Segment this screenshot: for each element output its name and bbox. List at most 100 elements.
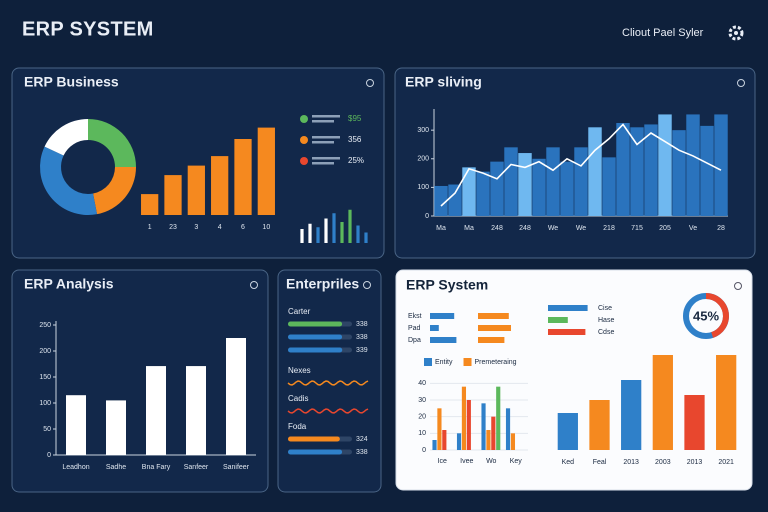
progress-bar bbox=[288, 436, 340, 442]
bar bbox=[505, 408, 511, 450]
hbar bbox=[478, 313, 509, 319]
panels: ERP Business 1 23 3 4 6 10 $95 356 25% ERP sliving… bbox=[11, 67, 756, 493]
bar bbox=[621, 380, 642, 450]
legend-placeholder bbox=[312, 120, 334, 123]
x-tick-label: Ve bbox=[689, 225, 697, 232]
x-tick-label: Bna Fary bbox=[142, 464, 171, 471]
bar bbox=[557, 413, 578, 450]
x-tick-label: Sanfeer bbox=[184, 464, 209, 471]
bar bbox=[332, 213, 336, 243]
x-tick-label: Ivee bbox=[460, 458, 473, 465]
x-tick-label: 28 bbox=[717, 225, 725, 232]
group-label: Nexes bbox=[288, 366, 311, 375]
donut-segment bbox=[93, 167, 137, 215]
y-tick-label: 30 bbox=[418, 397, 426, 404]
bar bbox=[187, 165, 205, 215]
panel-menu[interactable] bbox=[363, 281, 371, 289]
bar bbox=[496, 386, 501, 450]
x-tick-label: 2013 bbox=[687, 459, 703, 466]
bar bbox=[141, 194, 159, 215]
progress-bar bbox=[288, 449, 343, 455]
y-tick-label: 0 bbox=[47, 452, 51, 459]
bar bbox=[146, 366, 166, 455]
chart: 0 10 20 30 40 Ice Ivee Wo Key Entity Premeteraing bbox=[418, 358, 528, 465]
hbar bbox=[548, 305, 588, 311]
bar bbox=[630, 127, 644, 216]
x-tick-label: 218 bbox=[603, 225, 615, 232]
legend-placeholder bbox=[312, 162, 334, 165]
progress-bar bbox=[288, 347, 343, 353]
bar bbox=[66, 395, 86, 455]
x-tick-label: 10 bbox=[262, 224, 270, 231]
bar bbox=[491, 416, 496, 450]
chart: Cise Hase Cdse bbox=[548, 305, 614, 336]
panel-menu[interactable] bbox=[366, 79, 374, 87]
legend-value: 25% bbox=[348, 156, 364, 165]
settings-icon[interactable] bbox=[728, 25, 744, 41]
x-tick-label: Key bbox=[510, 458, 523, 465]
row-label: Dpa bbox=[408, 337, 421, 344]
legend-dot bbox=[300, 157, 308, 165]
x-tick-label: We bbox=[548, 225, 558, 232]
row-label: Cise bbox=[598, 305, 612, 312]
progress-value: 338 bbox=[356, 334, 368, 341]
legend-value: $95 bbox=[348, 114, 362, 123]
bar bbox=[324, 218, 328, 243]
legend-placeholder bbox=[312, 157, 340, 160]
panel-menu[interactable] bbox=[250, 281, 258, 289]
legend-placeholder bbox=[312, 115, 340, 118]
bar bbox=[616, 123, 630, 216]
y-tick-label: 100 bbox=[417, 184, 429, 191]
panel: ERP Analysis 0 50 100 150 200 250 Leadhon Sadhe B… bbox=[11, 269, 269, 493]
x-tick-label: Sanifeer bbox=[223, 464, 250, 471]
bar bbox=[348, 209, 352, 243]
x-tick-label: 715 bbox=[631, 225, 643, 232]
chart bbox=[300, 209, 368, 243]
bar bbox=[442, 430, 447, 450]
bar bbox=[456, 433, 462, 450]
wave-line bbox=[287, 380, 369, 386]
panel: ERP Business 1 23 3 4 6 10 $95 356 25% bbox=[11, 67, 385, 259]
panel-title: ERP Analysis bbox=[24, 276, 114, 292]
bar bbox=[518, 153, 532, 216]
hbar bbox=[478, 337, 505, 343]
account-name[interactable]: Cliout Pael Syler bbox=[622, 27, 704, 39]
bar bbox=[686, 114, 700, 216]
bar bbox=[461, 386, 467, 450]
group-label: Foda bbox=[288, 422, 307, 431]
hbar bbox=[430, 337, 457, 343]
bar bbox=[504, 147, 518, 216]
bar bbox=[356, 225, 360, 243]
bar bbox=[234, 139, 252, 215]
x-tick-label: 2003 bbox=[655, 459, 671, 466]
legend-label: Premeteraing bbox=[475, 359, 517, 366]
bar bbox=[714, 114, 728, 216]
progress-bar bbox=[288, 321, 343, 327]
x-tick-label: 205 bbox=[659, 225, 671, 232]
x-tick-label: Sadhe bbox=[106, 464, 126, 471]
bar bbox=[602, 157, 616, 216]
bar bbox=[588, 127, 602, 216]
y-tick-label: 200 bbox=[39, 348, 51, 355]
panel-frame bbox=[277, 269, 382, 493]
bar bbox=[490, 161, 504, 216]
bar bbox=[574, 147, 588, 216]
y-tick-label: 0 bbox=[422, 447, 426, 454]
bar bbox=[589, 400, 610, 450]
bar bbox=[658, 114, 672, 216]
x-tick-label: 6 bbox=[241, 224, 245, 231]
bar bbox=[432, 440, 437, 450]
panel-title: ERP System bbox=[406, 277, 488, 293]
bar bbox=[300, 229, 304, 243]
y-tick-label: 0 bbox=[425, 213, 429, 220]
x-tick-label: Leadhon bbox=[62, 464, 89, 471]
progress-value: 338 bbox=[356, 449, 368, 456]
bar bbox=[448, 184, 462, 216]
panel-menu[interactable] bbox=[734, 282, 742, 290]
panel-menu[interactable] bbox=[737, 79, 745, 87]
y-tick-label: 100 bbox=[39, 400, 51, 407]
bar bbox=[652, 355, 673, 450]
y-tick-label: 10 bbox=[418, 430, 426, 437]
bar bbox=[560, 161, 574, 216]
